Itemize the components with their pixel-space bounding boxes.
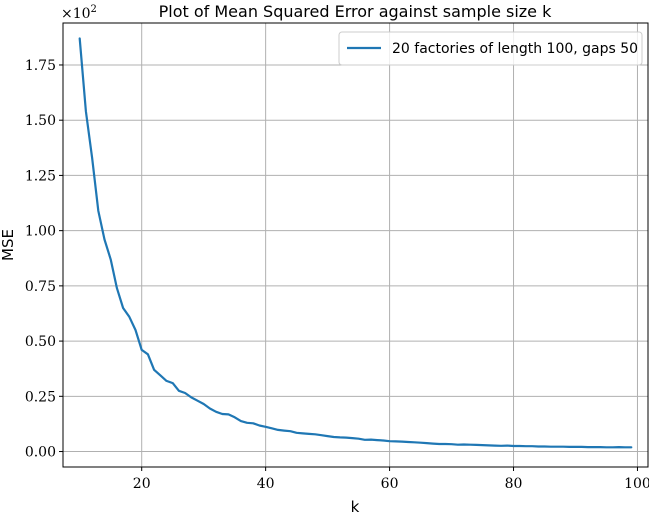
y-tick-label: 0.50	[25, 334, 56, 350]
x-axis-label: k	[351, 498, 360, 515]
x-tick-label: 20	[133, 476, 151, 492]
x-tick-label: 40	[257, 476, 275, 492]
y-scale-exponent: 2	[91, 4, 97, 15]
y-tick-label: 0.25	[25, 389, 56, 405]
y-axis-label: MSE	[0, 229, 17, 261]
grid-layer	[63, 23, 648, 467]
series-layer	[78, 37, 633, 449]
x-tick-label: 80	[505, 476, 523, 492]
y-tick-label: 1.00	[25, 224, 56, 240]
y-scale-multiplier: ×102	[61, 4, 97, 22]
legend: 20 factories of length 100, gaps 50	[338, 31, 643, 66]
y-tick-label: 1.25	[25, 168, 56, 184]
x-tick-label: 100	[624, 476, 649, 492]
x-tick-label: 60	[381, 476, 399, 492]
legend-entry-label: 20 factories of length 100, gaps 50	[392, 41, 638, 57]
series-line	[78, 37, 633, 449]
chart-title: Plot of Mean Squared Error against sampl…	[159, 2, 553, 21]
y-tick-label: 1.50	[25, 113, 56, 129]
y-tick-label: 0.75	[25, 279, 56, 295]
y-tick-label: 0.00	[25, 445, 56, 461]
legend-box	[338, 31, 643, 66]
y-tick-label: 1.75	[25, 58, 56, 74]
plot-frame	[62, 22, 649, 468]
tick-layer: 20 40 60 80 100 0.00 0.25 0.50 0.75 1.00 1.25 1.50 1…	[25, 58, 649, 492]
